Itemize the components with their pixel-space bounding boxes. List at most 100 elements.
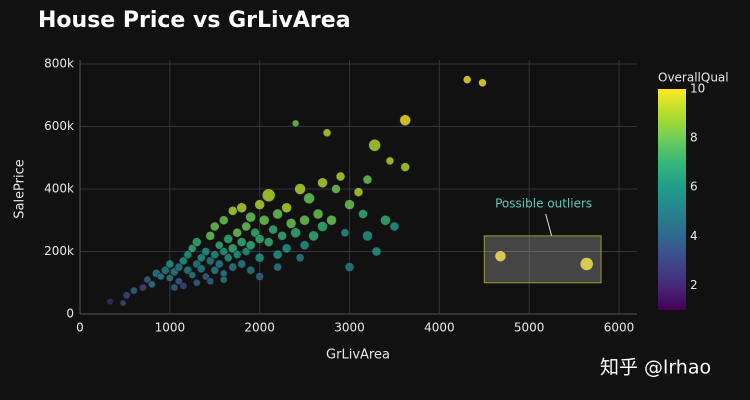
x-tick-label: 0 [76,321,84,335]
point [400,162,411,172]
chart-title: House Price vs GrLivArea [38,8,351,33]
point [340,228,350,238]
point [196,253,206,263]
point [232,227,243,238]
x-tick-label: 1000 [155,321,186,335]
point [210,265,220,275]
point [188,271,197,279]
point [214,240,224,250]
point [273,262,282,272]
annotation-arrow [545,213,553,237]
point [281,243,292,254]
point [344,262,355,272]
point [317,221,328,232]
watermark: 知乎 @lrhao [600,357,711,379]
point [170,283,179,292]
point [335,171,346,182]
y-axis-label: SalePrice [13,159,28,219]
point [399,114,412,127]
point [139,283,147,292]
point [295,253,305,263]
point [308,230,319,242]
point [218,215,229,226]
point [380,214,391,226]
point [236,237,247,247]
x-tick-label: 2000 [244,321,275,335]
point [201,272,210,281]
point [579,257,594,271]
y-tick-label: 0 [66,307,74,321]
point [281,202,292,214]
point [192,278,201,287]
point [389,221,400,232]
highlight-box [483,235,602,284]
colorbar [658,89,686,310]
point [179,256,188,266]
point [205,256,215,266]
point [161,265,170,275]
point [494,250,507,262]
point [326,214,337,226]
point [201,247,211,256]
point [179,282,188,290]
point [362,174,373,185]
point [206,277,215,285]
x-tick-label: 3000 [334,321,365,335]
point [312,208,324,220]
point [299,240,310,251]
y-tick-label: 600k [44,119,74,133]
point [187,244,197,253]
point [175,277,183,285]
point [191,237,202,247]
point [223,253,233,263]
y-tick-label: 400k [44,182,74,196]
point [299,214,310,226]
point [241,221,252,232]
point [272,208,283,220]
colorbar-tick-label: 6 [690,180,698,194]
point [228,262,238,272]
point [219,275,228,284]
x-tick-label: 5000 [514,321,545,335]
point [196,264,206,273]
point [223,234,234,244]
point [277,231,287,241]
y-tick-label: 800k [44,57,74,71]
point [303,192,315,205]
point [254,234,265,244]
colorbar-tick-label: 8 [690,131,698,145]
point [227,243,238,254]
point [232,250,242,259]
point [241,247,251,256]
point [317,177,328,189]
point [285,218,297,229]
point [174,262,184,272]
point [290,227,301,239]
point [254,252,265,263]
colorbar-tick-label: 10 [690,82,705,96]
point [210,250,220,259]
point [166,274,174,282]
point [258,214,270,226]
point [106,298,114,305]
point [183,250,193,259]
point [148,280,156,289]
point [245,240,256,251]
point [236,202,248,214]
point [358,209,368,219]
point [385,156,395,166]
point [227,206,238,216]
point [246,265,255,275]
point [344,199,355,210]
point [254,199,265,210]
point [353,187,364,197]
point [291,119,300,128]
point [165,259,175,269]
point [272,249,283,260]
point [122,291,131,300]
point [255,272,264,281]
point [263,237,274,247]
x-axis-label: GrLivArea [326,348,390,363]
point [294,183,306,195]
